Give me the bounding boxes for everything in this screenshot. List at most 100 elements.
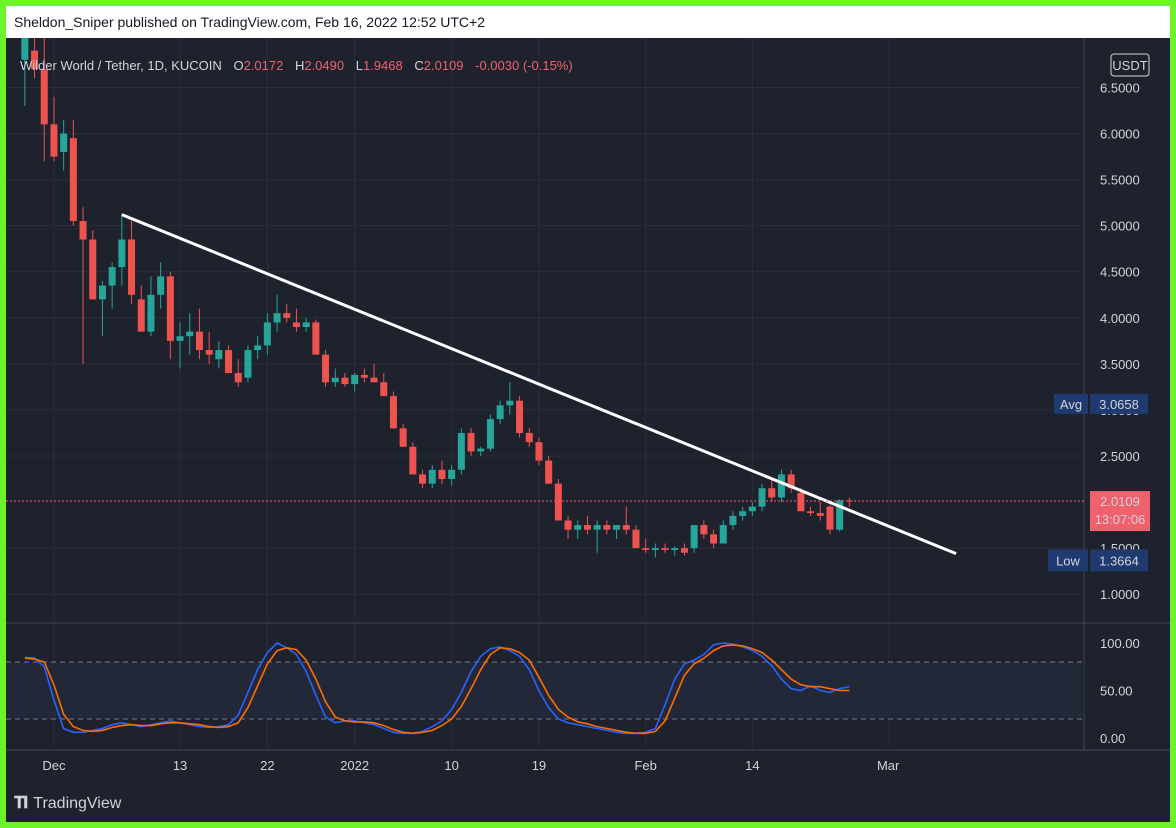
candle-body [215, 350, 223, 360]
candle [729, 511, 737, 530]
candle [389, 391, 397, 429]
candle-body [671, 548, 679, 550]
low-price-badge [1090, 549, 1148, 572]
candle-body [409, 446, 417, 475]
candle [690, 525, 698, 553]
candle [89, 230, 97, 300]
candle [370, 363, 378, 383]
candle [205, 331, 213, 364]
candle-body [89, 239, 97, 300]
time-tick-label: 14 [745, 758, 759, 773]
candle-body [729, 515, 737, 526]
candle-body [254, 345, 262, 351]
candle [807, 506, 815, 516]
footer-bar: 𝐓𝐈 TradingView [6, 786, 1170, 822]
price-tick-label: 5.5000 [1100, 173, 1140, 188]
candles [21, 38, 853, 558]
candle-body [661, 548, 669, 550]
price-tick-label: 2.5000 [1100, 449, 1140, 464]
candle [157, 262, 165, 309]
candle [292, 308, 300, 332]
price-tick-label: 5.0000 [1100, 219, 1140, 234]
open-label: O [233, 58, 243, 73]
candle [128, 221, 136, 304]
candle-body [622, 525, 630, 530]
candle-body [244, 350, 252, 378]
candle [322, 350, 330, 387]
price-tick-label: 4.5000 [1100, 265, 1140, 280]
time-tick-label: Feb [634, 758, 656, 773]
candle [108, 262, 116, 309]
candle [826, 504, 834, 535]
osc-tick-label: 0.00 [1100, 731, 1125, 746]
candle-body [516, 400, 524, 433]
candle [234, 359, 242, 387]
candle-body [137, 299, 145, 332]
candle [671, 546, 679, 556]
candle-body [331, 377, 339, 383]
candle [651, 543, 659, 558]
candle [341, 373, 349, 387]
candle [777, 469, 785, 503]
candle [816, 502, 824, 521]
candle [545, 455, 553, 484]
candle-body [787, 474, 795, 489]
candle-body [399, 428, 407, 447]
low-label: L [356, 58, 363, 73]
candle-body [554, 483, 562, 521]
candle [486, 414, 494, 452]
grid [6, 38, 1170, 751]
candle [215, 340, 223, 369]
candle [186, 313, 194, 355]
low-tag [1048, 549, 1088, 572]
candle [195, 308, 203, 360]
candle [419, 469, 427, 489]
time-axis: Dec 13 22 2022 10 19 Feb 14 Mar [42, 758, 900, 773]
candle [768, 479, 776, 503]
bar-countdown: 13:07:06 [1095, 512, 1146, 527]
candle [603, 520, 611, 535]
time-tick-label: 10 [444, 758, 458, 773]
candle-body [166, 276, 174, 341]
currency-label: USDT [1112, 58, 1147, 73]
candle [331, 368, 339, 387]
candle [50, 96, 58, 162]
candle-body [496, 405, 504, 420]
candle-body [186, 331, 194, 337]
candle [739, 506, 747, 521]
candle [438, 460, 446, 484]
candle-body [710, 534, 718, 544]
candle [273, 294, 281, 332]
candle-body [205, 350, 213, 355]
candle [593, 520, 601, 553]
candle-body [292, 322, 300, 328]
candle-body [797, 492, 805, 512]
candle [302, 317, 310, 332]
candle [312, 319, 320, 355]
candle-body [273, 313, 281, 323]
candle [467, 428, 475, 456]
candle-body [574, 525, 582, 530]
candle-body [195, 331, 203, 351]
candle [380, 373, 388, 397]
candle [583, 515, 591, 535]
candle [31, 38, 39, 79]
candle-body [370, 377, 378, 383]
candle-body [302, 322, 310, 328]
candle-body [322, 354, 330, 383]
candle-body [40, 69, 48, 125]
trendline [121, 213, 957, 556]
candle-body [506, 400, 514, 406]
candle-body [147, 294, 155, 332]
candle [448, 465, 456, 486]
high-value: 2.0490 [304, 58, 344, 73]
candle [661, 543, 669, 553]
currency-button[interactable] [1110, 53, 1150, 77]
candle [21, 38, 29, 106]
candle-body [700, 525, 708, 535]
avg-tag-label: Avg [1060, 397, 1082, 412]
close-label: C [414, 58, 423, 73]
candle [642, 538, 650, 553]
candle-body [79, 221, 87, 240]
